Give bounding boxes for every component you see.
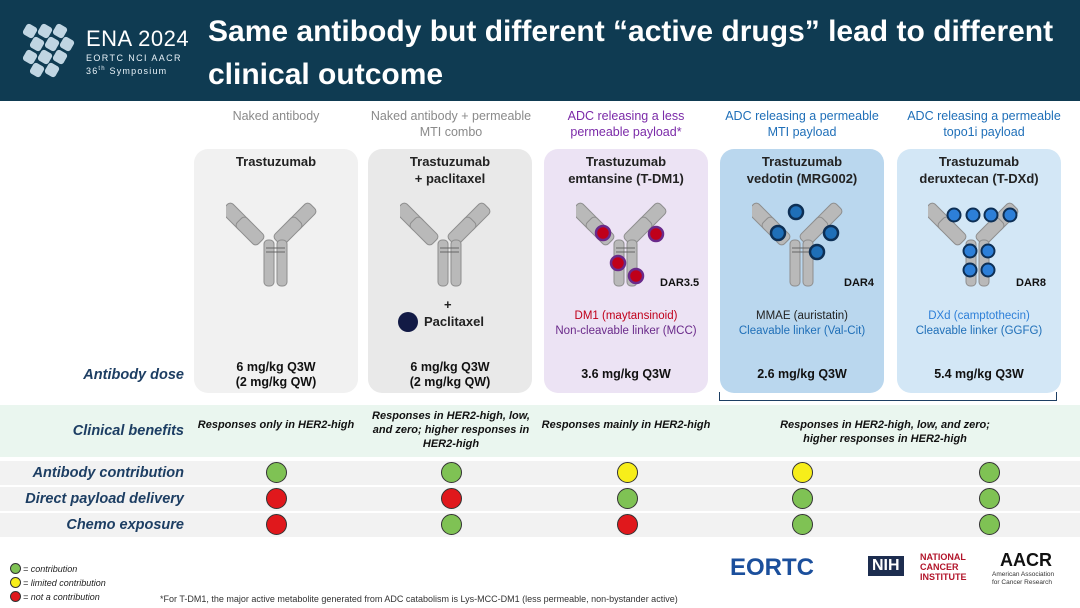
grouping-bracket: [719, 392, 1057, 401]
status-dot-red: [266, 488, 287, 509]
status-dot-red: [617, 514, 638, 535]
dar-mrg002: DAR4: [844, 277, 874, 289]
status-dot-green: [266, 462, 287, 483]
drug-name-combo: Trastuzumab + paclitaxel: [409, 154, 491, 186]
legend-item: = not a contribution: [10, 591, 100, 602]
adc-dxd-icon: [928, 202, 1019, 287]
row-label-chemo: Chemo exposure: [66, 517, 184, 533]
row-label-contribution: Antibody contribution: [32, 465, 184, 481]
status-dot-green: [979, 462, 1000, 483]
row-label-payload: Direct payload delivery: [25, 491, 184, 507]
status-dot-yellow: [792, 462, 813, 483]
drug-name-mrg002: Trastuzumab vedotin (MRG002): [746, 154, 858, 186]
benefit-adc-permeable: Responses in HER2-high, low, and zero; h…: [780, 419, 990, 445]
eortc-logo: EORTC: [730, 554, 814, 581]
legend-yellow-dot-icon: [10, 577, 21, 588]
antibody-icon: [226, 202, 317, 287]
slide-title: Same antibody but different “active drug…: [208, 15, 1054, 91]
aacr-logo: AACR: [1000, 550, 1052, 570]
benefit-trastuzumab: Responses only in HER2-high: [197, 419, 355, 431]
symposium-label: 36th Symposium: [86, 66, 168, 76]
payload-tdxd: DXd (camptothecin): [928, 310, 1030, 322]
benefits-band: [0, 405, 1080, 457]
status-dot-green: [441, 514, 462, 535]
status-dot-green: [979, 488, 1000, 509]
col-category-naked: Naked antibody: [232, 109, 320, 123]
combo-drug-label: Paclitaxel: [424, 314, 484, 329]
legend-green-dot-icon: [10, 563, 21, 574]
col-category-tdm1: ADC releasing a less permeable payload*: [567, 109, 685, 139]
status-dot-green: [979, 514, 1000, 535]
card-tdm1: [544, 149, 708, 393]
status-band: [0, 513, 1080, 537]
col-category-tdxd: ADC releasing a permeable topo1i payload: [907, 109, 1061, 139]
status-dot-green: [441, 462, 462, 483]
col-category-combo: Naked antibody + permeable MTI combo: [370, 109, 532, 139]
status-band: [0, 461, 1080, 485]
card-trastuzumab: [194, 149, 358, 393]
combo-plus: +: [444, 297, 452, 312]
payload-tdm1: DM1 (maytansinoid): [574, 310, 678, 322]
legend-item: = limited contribution: [10, 577, 106, 588]
dose-trastuzumab: 6 mg/kg Q3W (2 mg/kg QW): [235, 360, 317, 389]
linker-tdxd: Cleavable linker (GGFG): [915, 325, 1043, 337]
adc-dm1-icon: [576, 202, 667, 287]
event-name: ENA 2024: [86, 26, 190, 51]
status-band: [0, 487, 1080, 511]
row-label-benefits: Clinical benefits: [72, 423, 184, 439]
event-organizations: EORTC NCI AACR: [86, 53, 182, 63]
dar-tdxd: DAR8: [1016, 277, 1046, 289]
legend-red-dot-icon: [10, 591, 21, 602]
ena-logo-icon: [21, 22, 80, 79]
status-dot-green: [792, 514, 813, 535]
drug-name-trastuzumab: Trastuzumab: [235, 154, 317, 169]
paclitaxel-dot-icon: [398, 312, 418, 332]
status-dot-green: [617, 488, 638, 509]
status-dot-yellow: [617, 462, 638, 483]
nci-logo: NATIONAL CANCER INSTITUTE: [920, 552, 967, 582]
dar-tdm1: DAR3.5: [660, 277, 700, 289]
benefit-combo: Responses in HER2-high, low, and zero; h…: [372, 410, 530, 450]
footnote: *For T-DM1, the major active metabolite …: [160, 594, 678, 604]
drug-name-tdm1: Trastuzumab emtansine (T-DM1): [568, 154, 684, 186]
linker-tdm1: Non-cleavable linker (MCC): [555, 325, 697, 337]
adc-mmae-icon: [752, 202, 843, 287]
payload-mrg002: MMAE (auristatin): [755, 310, 849, 322]
status-dot-red: [441, 488, 462, 509]
dose-tdm1: 3.6 mg/kg Q3W: [581, 367, 671, 381]
status-dot-green: [792, 488, 813, 509]
legend-item: = contribution: [10, 563, 77, 574]
benefit-tdm1: Responses mainly in HER2-high: [541, 419, 711, 431]
card-mrg002: [720, 149, 884, 393]
antibody-icon: [400, 202, 491, 287]
nih-logo: NIH: [868, 556, 904, 576]
status-dot-red: [266, 514, 287, 535]
drug-name-tdxd: Trastuzumab deruxtecan (T-DXd): [919, 154, 1039, 186]
header-banner: ENA 2024 EORTC NCI AACR 36th Symposium S…: [0, 0, 1080, 101]
row-label-dose: Antibody dose: [83, 367, 184, 383]
linker-mrg002: Cleavable linker (Val-Cit): [738, 325, 866, 337]
aacr-subtitle: American Association for Cancer Research: [992, 571, 1055, 586]
dose-mrg002: 2.6 mg/kg Q3W: [757, 367, 847, 381]
dose-combo: 6 mg/kg Q3W (2 mg/kg QW): [409, 360, 491, 389]
card-trastuzumab-paclitaxel: [368, 149, 532, 393]
col-category-mrg002: ADC releasing a permeable MTI payload: [725, 109, 879, 139]
dose-tdxd: 5.4 mg/kg Q3W: [934, 367, 1024, 381]
